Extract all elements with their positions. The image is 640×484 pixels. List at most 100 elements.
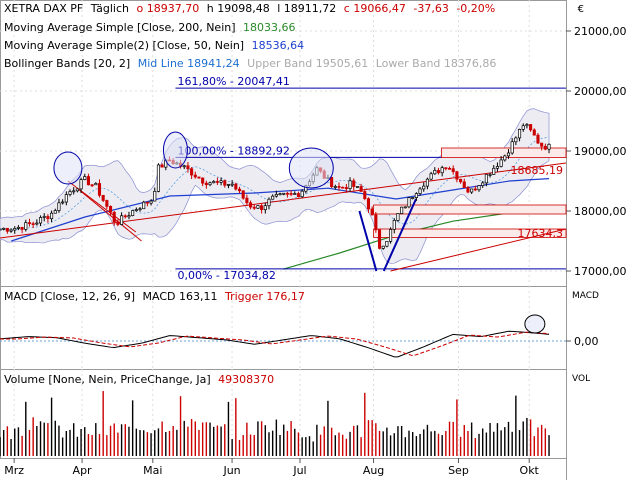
volume-bar bbox=[6, 426, 9, 456]
volume-bar bbox=[393, 433, 395, 456]
volume-bar bbox=[533, 436, 535, 456]
candle-body bbox=[381, 245, 385, 249]
volume-bar bbox=[32, 417, 34, 456]
volume-bar bbox=[353, 425, 355, 456]
volume-bar bbox=[54, 420, 56, 456]
volume-bar bbox=[367, 420, 370, 456]
volume-bar bbox=[176, 429, 178, 456]
volume-axis-title: VOL bbox=[572, 374, 590, 384]
volume-bar bbox=[2, 430, 5, 456]
volume-bar bbox=[50, 397, 53, 456]
volume-bar bbox=[500, 430, 502, 456]
candle-body bbox=[370, 208, 374, 216]
candle-body bbox=[2, 227, 6, 230]
highlight-ellipse bbox=[53, 151, 83, 185]
candle-body bbox=[470, 188, 474, 193]
volume-bar bbox=[467, 430, 469, 456]
volume-bar bbox=[463, 425, 465, 456]
volume-bar bbox=[279, 434, 281, 456]
volume-bar bbox=[437, 433, 440, 456]
candle-body bbox=[193, 174, 197, 178]
y-tick-label: 19000,00 bbox=[574, 145, 627, 158]
candle-body bbox=[344, 187, 348, 189]
x-tick-label: Sep bbox=[448, 464, 469, 477]
candle-body bbox=[9, 229, 13, 232]
v-line bbox=[358, 210, 378, 272]
volume-bar bbox=[540, 424, 543, 456]
candle-body bbox=[226, 184, 231, 186]
trigger-value: Trigger 176,17 bbox=[224, 290, 305, 303]
volume-bar bbox=[209, 422, 211, 456]
legend-macd: MACD [Close, 12, 26, 9] MACD 163,11 Trig… bbox=[4, 290, 309, 304]
candle-body bbox=[514, 137, 518, 143]
candle-body bbox=[495, 166, 499, 169]
volume-bar bbox=[507, 421, 510, 456]
candle-body bbox=[182, 165, 186, 168]
volume-bar bbox=[485, 432, 488, 456]
candle-body bbox=[348, 180, 352, 189]
candle-body bbox=[333, 186, 337, 188]
candle-body bbox=[68, 191, 72, 195]
candle-body bbox=[27, 222, 32, 224]
ma200-label: Moving Average Simple [Close, 200, Nein] bbox=[4, 21, 236, 34]
legend-ma50: Moving Average Simple(2) [Close, 50, Nei… bbox=[4, 39, 308, 53]
candle-body bbox=[0, 228, 2, 231]
volume-bar bbox=[187, 426, 189, 456]
macd-label: MACD [Close, 12, 26, 9] bbox=[4, 290, 135, 303]
volume-bar bbox=[235, 398, 237, 456]
candle-body bbox=[267, 198, 271, 207]
volume-bar bbox=[172, 426, 174, 456]
volume-bar bbox=[330, 427, 333, 456]
highlight-ellipse bbox=[288, 147, 334, 189]
candle-body bbox=[422, 185, 426, 190]
candle-body bbox=[377, 229, 382, 249]
volume-bar bbox=[312, 441, 314, 456]
volume-bar bbox=[14, 428, 16, 456]
candle-body bbox=[153, 190, 157, 202]
candle-body bbox=[79, 179, 83, 190]
ma50-line bbox=[11, 178, 550, 242]
candle-body bbox=[418, 188, 422, 194]
candle-body bbox=[440, 167, 444, 174]
volume-bar bbox=[179, 396, 182, 456]
volume-bar bbox=[518, 430, 521, 456]
volume-value: 49308370 bbox=[218, 373, 275, 386]
candle-body bbox=[536, 134, 540, 144]
volume-bar bbox=[426, 424, 429, 456]
volume-bar bbox=[283, 424, 285, 456]
ma50-label: Moving Average Simple(2) [Close, 50, Nei… bbox=[4, 39, 245, 52]
candle-body bbox=[112, 211, 116, 223]
candle-body bbox=[160, 164, 164, 168]
candle-body bbox=[72, 190, 76, 193]
highlight-ellipse bbox=[162, 131, 188, 169]
x-tick-label: Okt bbox=[520, 464, 540, 477]
y-tick-label: 20000,00 bbox=[574, 85, 627, 98]
volume-bar bbox=[150, 433, 152, 456]
candle-body bbox=[547, 143, 551, 150]
change-value: -37,63 bbox=[413, 2, 449, 15]
volume-bar bbox=[72, 423, 75, 456]
volume-bar bbox=[168, 430, 171, 456]
volume-bar bbox=[213, 426, 215, 456]
candle-body bbox=[256, 205, 260, 209]
candle-body bbox=[234, 183, 238, 190]
candle-body bbox=[451, 168, 455, 173]
candle-body bbox=[31, 223, 35, 225]
candle-body bbox=[433, 170, 437, 175]
candle-body bbox=[215, 181, 219, 183]
volume-bar bbox=[478, 433, 480, 456]
candle-body bbox=[38, 217, 43, 224]
candle-body bbox=[436, 170, 441, 174]
candle-body bbox=[540, 142, 544, 147]
candle-body bbox=[414, 193, 418, 198]
volume-bar bbox=[154, 430, 156, 456]
volume-bar bbox=[28, 429, 31, 456]
volume-bar bbox=[264, 425, 266, 456]
volume-bar bbox=[231, 439, 233, 456]
candle-body bbox=[403, 206, 407, 209]
open-value: 18937,70 bbox=[146, 2, 200, 15]
volume-bar bbox=[242, 435, 244, 456]
volume-bar bbox=[548, 435, 550, 456]
candle-body bbox=[389, 229, 393, 242]
